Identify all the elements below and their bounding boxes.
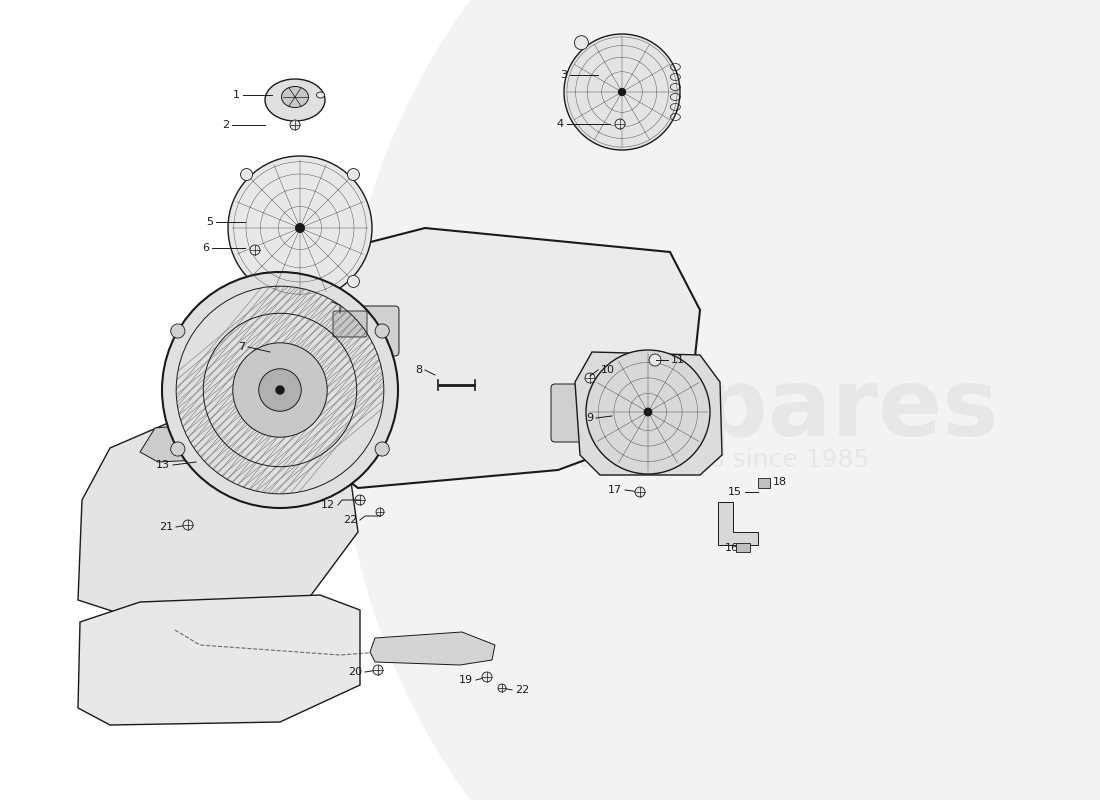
Circle shape (241, 169, 253, 181)
Text: 9: 9 (586, 413, 593, 423)
Polygon shape (340, 0, 1100, 800)
Circle shape (250, 245, 260, 255)
Text: 14: 14 (314, 295, 328, 305)
Circle shape (296, 224, 305, 232)
Circle shape (564, 34, 680, 150)
FancyBboxPatch shape (758, 478, 770, 488)
Circle shape (375, 324, 389, 338)
Circle shape (585, 373, 595, 383)
Polygon shape (575, 352, 722, 475)
Text: 22: 22 (343, 515, 358, 525)
FancyBboxPatch shape (736, 543, 750, 552)
Ellipse shape (265, 79, 324, 121)
Circle shape (183, 520, 192, 530)
Circle shape (615, 119, 625, 129)
Circle shape (162, 272, 398, 508)
Ellipse shape (317, 92, 324, 98)
Text: a passion for parts since 1985: a passion for parts since 1985 (491, 448, 869, 472)
Circle shape (170, 324, 185, 338)
Circle shape (348, 275, 360, 287)
Circle shape (275, 386, 285, 394)
Polygon shape (78, 420, 358, 625)
Circle shape (290, 120, 300, 130)
Ellipse shape (282, 86, 308, 107)
Text: 22: 22 (515, 685, 529, 695)
Polygon shape (292, 228, 700, 488)
Text: 21: 21 (158, 522, 173, 532)
Text: 16: 16 (725, 543, 739, 553)
FancyBboxPatch shape (551, 384, 631, 442)
Circle shape (233, 342, 327, 437)
Circle shape (170, 442, 185, 456)
Circle shape (482, 672, 492, 682)
Circle shape (258, 369, 301, 411)
Text: 13: 13 (156, 460, 170, 470)
Text: 12: 12 (321, 500, 336, 510)
Circle shape (376, 508, 384, 516)
FancyBboxPatch shape (329, 306, 399, 356)
Text: 4: 4 (557, 119, 564, 129)
Polygon shape (78, 595, 360, 725)
Polygon shape (370, 632, 495, 665)
Text: 10: 10 (601, 365, 615, 375)
Circle shape (618, 89, 626, 95)
Text: 19: 19 (459, 675, 473, 685)
Text: 8: 8 (415, 365, 422, 375)
Text: 11: 11 (671, 355, 685, 365)
Circle shape (373, 665, 383, 675)
Circle shape (574, 36, 589, 50)
FancyBboxPatch shape (333, 311, 367, 337)
Text: 1: 1 (233, 90, 240, 100)
Text: 3: 3 (560, 70, 566, 80)
Circle shape (645, 408, 651, 416)
Text: 20: 20 (348, 667, 362, 677)
Text: eurospares: eurospares (402, 364, 999, 456)
Text: 15: 15 (728, 487, 743, 497)
Circle shape (498, 684, 506, 692)
Text: 2: 2 (222, 120, 229, 130)
Circle shape (649, 354, 661, 366)
Text: 6: 6 (202, 243, 209, 253)
Polygon shape (718, 502, 758, 545)
Text: 5: 5 (206, 217, 213, 227)
Circle shape (348, 169, 360, 181)
Circle shape (355, 495, 365, 505)
Text: 17: 17 (608, 485, 622, 495)
Text: 18: 18 (773, 477, 788, 487)
Text: 7: 7 (238, 342, 245, 352)
Circle shape (586, 350, 710, 474)
Polygon shape (140, 422, 250, 462)
Circle shape (635, 487, 645, 497)
Circle shape (228, 156, 372, 300)
Circle shape (375, 442, 389, 456)
